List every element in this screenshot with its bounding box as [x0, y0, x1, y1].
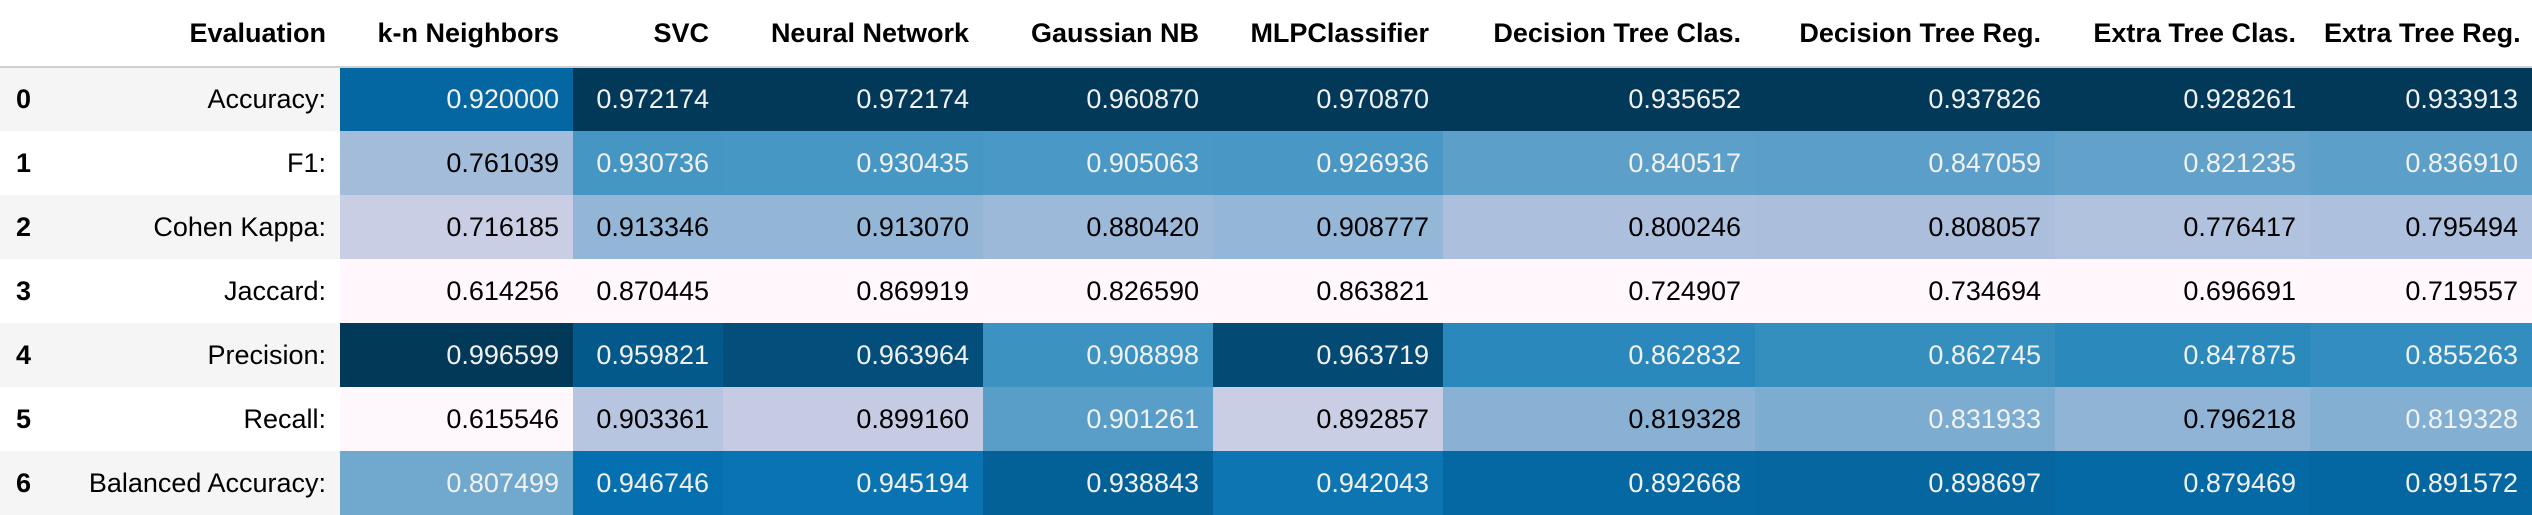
table-cell: 0.776417	[2055, 195, 2310, 259]
table-cell: 0.719557	[2310, 259, 2532, 323]
row-index: 3	[0, 259, 50, 323]
evaluation-metric: Recall:	[50, 387, 340, 451]
table-cell: 0.862832	[1443, 323, 1755, 387]
table-cell: 0.836910	[2310, 131, 2532, 195]
table-cell: 0.808057	[1755, 195, 2055, 259]
table-cell: 0.942043	[1213, 451, 1443, 515]
evaluation-metric: F1:	[50, 131, 340, 195]
table-row: 1 F1: 0.761039 0.930736 0.930435 0.905063 0.92…	[0, 131, 2532, 195]
table-cell: 0.908777	[1213, 195, 1443, 259]
table-cell: 0.972174	[723, 67, 983, 131]
table-cell: 0.831933	[1755, 387, 2055, 451]
table-cell: 0.869919	[723, 259, 983, 323]
table-row: 2 Cohen Kappa: 0.716185 0.913346 0.913070 0.8…	[0, 195, 2532, 259]
table-cell: 0.615546	[340, 387, 573, 451]
table-cell: 0.908898	[983, 323, 1213, 387]
table-cell: 0.928261	[2055, 67, 2310, 131]
row-index: 0	[0, 67, 50, 131]
table-cell: 0.963964	[723, 323, 983, 387]
table-cell: 0.821235	[2055, 131, 2310, 195]
table-cell: 0.996599	[340, 323, 573, 387]
table-cell: 0.891572	[2310, 451, 2532, 515]
table-cell: 0.913070	[723, 195, 983, 259]
table-cell: 0.963719	[1213, 323, 1443, 387]
column-header: SVC	[573, 0, 723, 68]
table-cell: 0.903361	[573, 387, 723, 451]
table-cell: 0.800246	[1443, 195, 1755, 259]
table-cell: 0.945194	[723, 451, 983, 515]
table-cell: 0.959821	[573, 323, 723, 387]
table-cell: 0.847059	[1755, 131, 2055, 195]
table-cell: 0.898697	[1755, 451, 2055, 515]
row-index: 4	[0, 323, 50, 387]
table-cell: 0.614256	[340, 259, 573, 323]
table-cell: 0.933913	[2310, 67, 2532, 131]
table-cell: 0.870445	[573, 259, 723, 323]
table-cell: 0.734694	[1755, 259, 2055, 323]
table-cell: 0.892668	[1443, 451, 1755, 515]
table-cell: 0.960870	[983, 67, 1213, 131]
index-header	[0, 0, 50, 68]
table-row: 6 Balanced Accuracy: 0.807499 0.946746 0.945…	[0, 451, 2532, 515]
table-cell: 0.795494	[2310, 195, 2532, 259]
table-cell: 0.724907	[1443, 259, 1755, 323]
table-cell: 0.970870	[1213, 67, 1443, 131]
table-cell: 0.807499	[340, 451, 573, 515]
column-header: k-n Neighbors	[340, 0, 573, 68]
column-header: Extra Tree Clas.	[2055, 0, 2310, 68]
table-cell: 0.761039	[340, 131, 573, 195]
evaluation-metric: Precision:	[50, 323, 340, 387]
table-row: 4 Precision: 0.996599 0.959821 0.963964 0.908…	[0, 323, 2532, 387]
table-cell: 0.937826	[1755, 67, 2055, 131]
table-cell: 0.880420	[983, 195, 1213, 259]
table-cell: 0.938843	[983, 451, 1213, 515]
table-cell: 0.716185	[340, 195, 573, 259]
table-cell: 0.862745	[1755, 323, 2055, 387]
table-cell: 0.901261	[983, 387, 1213, 451]
table-cell: 0.847875	[2055, 323, 2310, 387]
table-cell: 0.930736	[573, 131, 723, 195]
evaluation-metric: Cohen Kappa:	[50, 195, 340, 259]
table-cell: 0.946746	[573, 451, 723, 515]
table-row: 3 Jaccard: 0.614256 0.870445 0.869919 0.82659…	[0, 259, 2532, 323]
table-cell: 0.863821	[1213, 259, 1443, 323]
table-cell: 0.905063	[983, 131, 1213, 195]
table-cell: 0.913346	[573, 195, 723, 259]
column-header: Evaluation	[50, 0, 340, 68]
table-cell: 0.899160	[723, 387, 983, 451]
table-cell: 0.826590	[983, 259, 1213, 323]
table-cell: 0.879469	[2055, 451, 2310, 515]
row-index: 6	[0, 451, 50, 515]
column-header: Neural Network	[723, 0, 983, 68]
table-cell: 0.972174	[573, 67, 723, 131]
column-header: MLPClassifier	[1213, 0, 1443, 68]
column-header: Decision Tree Clas.	[1443, 0, 1755, 68]
row-index: 1	[0, 131, 50, 195]
evaluation-metric: Balanced Accuracy:	[50, 451, 340, 515]
table-row: 0 Accuracy: 0.920000 0.972174 0.972174 0.9608…	[0, 67, 2532, 131]
table-cell: 0.892857	[1213, 387, 1443, 451]
table-cell: 0.920000	[340, 67, 573, 131]
table-cell: 0.696691	[2055, 259, 2310, 323]
table-cell: 0.926936	[1213, 131, 1443, 195]
table-cell: 0.930435	[723, 131, 983, 195]
table-cell: 0.796218	[2055, 387, 2310, 451]
table-cell: 0.855263	[2310, 323, 2532, 387]
table-body: 0 Accuracy: 0.920000 0.972174 0.972174 0.9608…	[0, 67, 2532, 515]
column-header: Decision Tree Reg.	[1755, 0, 2055, 68]
table-cell: 0.819328	[2310, 387, 2532, 451]
header-row: Evaluation k-n Neighbors SVC Neural Netw…	[0, 0, 2532, 68]
table-cell: 0.819328	[1443, 387, 1755, 451]
table-cell: 0.840517	[1443, 131, 1755, 195]
table-cell: 0.935652	[1443, 67, 1755, 131]
column-header: Gaussian NB	[983, 0, 1213, 68]
row-index: 5	[0, 387, 50, 451]
row-index: 2	[0, 195, 50, 259]
column-header: Extra Tree Reg.	[2310, 0, 2532, 68]
table-row: 5 Recall: 0.615546 0.903361 0.899160 0.901261…	[0, 387, 2532, 451]
evaluation-metric: Jaccard:	[50, 259, 340, 323]
evaluation-metric: Accuracy:	[50, 67, 340, 131]
